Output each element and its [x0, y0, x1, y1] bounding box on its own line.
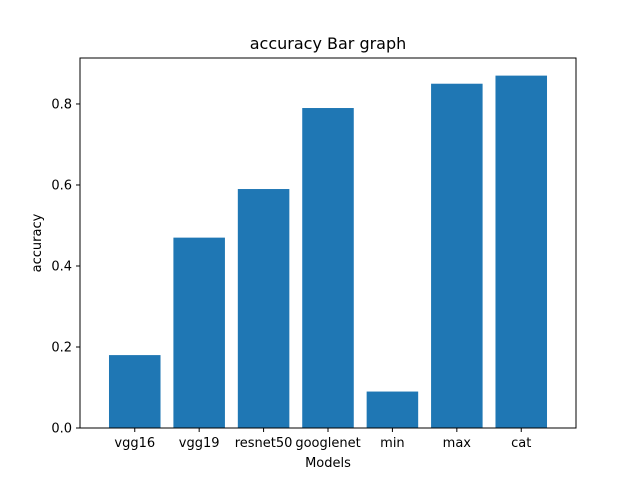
- bar-max: [431, 83, 483, 428]
- bar-min: [366, 391, 419, 428]
- y-tick-label: 0.0: [51, 422, 72, 437]
- y-tick-label: 0.4: [51, 259, 72, 274]
- y-axis-ticks: 0.0 0.2 0.4 0.6 0.8: [51, 97, 80, 437]
- y-tick-label: 0.6: [51, 178, 72, 193]
- x-tick-label: min: [380, 436, 405, 451]
- y-tick-label: 0.2: [51, 340, 72, 355]
- chart-title: accuracy Bar graph: [250, 34, 407, 53]
- y-axis-label: accuracy: [30, 213, 45, 272]
- bars-group: [108, 75, 548, 428]
- x-tick-label: vgg16: [114, 436, 155, 451]
- bar-vgg19: [173, 237, 225, 428]
- x-tick-label: vgg19: [179, 436, 220, 451]
- plot-frame: [79, 57, 577, 429]
- x-tick-label: cat: [511, 436, 531, 451]
- x-axis-label: Models: [305, 456, 351, 471]
- bar-googlenet: [302, 108, 354, 428]
- bar-cat: [495, 75, 548, 428]
- x-axis-ticks: vgg16 vgg19 resnet50 googlenet min max cat: [114, 428, 531, 451]
- x-tick-label: googlenet: [295, 436, 360, 451]
- x-tick-label: resnet50: [235, 436, 293, 451]
- x-tick-label: max: [443, 436, 472, 451]
- y-tick-label: 0.8: [51, 97, 72, 112]
- bar-resnet50: [237, 189, 290, 428]
- bar-vgg16: [108, 355, 161, 428]
